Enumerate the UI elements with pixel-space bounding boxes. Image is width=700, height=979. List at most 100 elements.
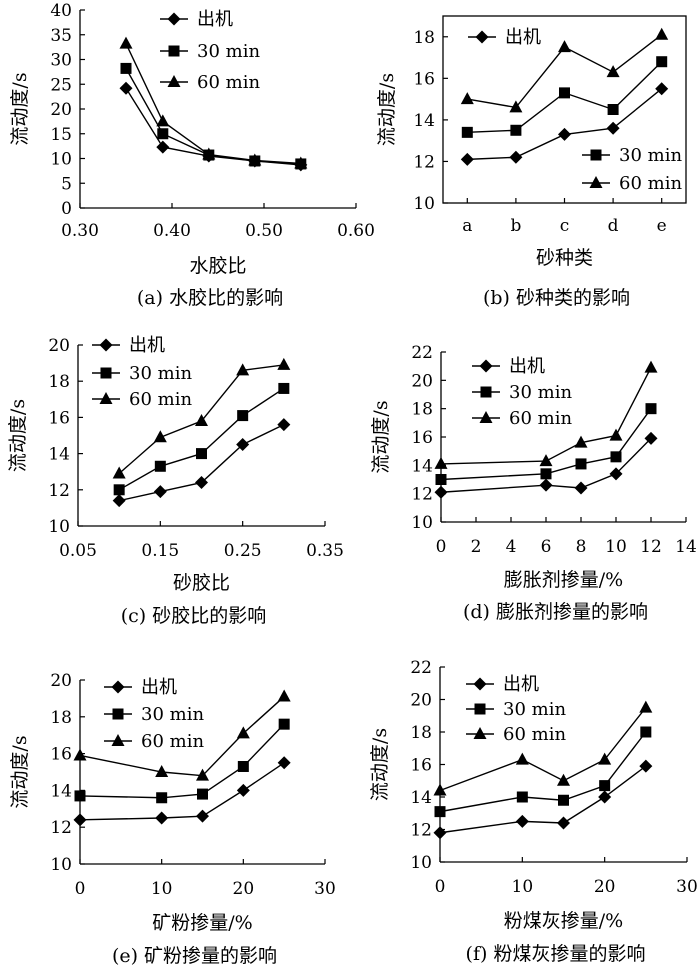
x-tick-label: 30 bbox=[314, 879, 336, 899]
data-point bbox=[558, 794, 569, 806]
y-tick-label: 22 bbox=[410, 658, 432, 678]
x-tick-label: 10 bbox=[151, 879, 173, 899]
series-line bbox=[79, 762, 285, 821]
legend-entry: 60 min bbox=[466, 724, 566, 745]
data-point bbox=[202, 147, 216, 160]
y-tick-label: 0 bbox=[61, 199, 72, 219]
data-point bbox=[598, 790, 612, 804]
legend-marker bbox=[99, 338, 113, 352]
x-tick-label: 8 bbox=[576, 537, 587, 557]
data-point bbox=[598, 752, 612, 765]
legend-marker bbox=[111, 680, 125, 694]
legend-marker bbox=[100, 367, 112, 379]
x-tick-label: b bbox=[510, 216, 521, 236]
legend-entry: 60 min bbox=[92, 389, 192, 410]
data-point bbox=[112, 494, 126, 508]
x-tick-label: 20 bbox=[233, 879, 255, 899]
data-point bbox=[236, 363, 250, 376]
x-tick-label: 0 bbox=[435, 877, 446, 897]
legend-entry: 30 min bbox=[582, 145, 682, 166]
data-point bbox=[156, 140, 170, 154]
panel-b: 10 12 14 16 18 a b c d e 流动度/s 砂种类 (b) 砂种类的影响 出机 30 mi… bbox=[376, 15, 687, 309]
data-point bbox=[609, 467, 623, 481]
y-tick-label: 12 bbox=[48, 481, 70, 501]
y-tick-label: 14 bbox=[413, 111, 435, 131]
legend-entry: 60 min bbox=[582, 173, 682, 194]
y-tick-label: 20 bbox=[50, 671, 72, 691]
legend-entry: 30 min bbox=[472, 382, 572, 403]
y-axis-title: 流动度/s bbox=[370, 400, 392, 473]
y-tick-label: 20 bbox=[50, 100, 72, 120]
x-axis-title: 膨胀剂掺量/% bbox=[504, 569, 623, 591]
data-point bbox=[574, 435, 588, 448]
legend-entry: 60 min bbox=[104, 731, 204, 752]
legend-label: 出机 bbox=[505, 27, 541, 48]
legend-label: 出机 bbox=[509, 356, 545, 377]
x-tick-label: 0 bbox=[75, 879, 86, 899]
data-point bbox=[119, 81, 133, 95]
legend-label: 60 min bbox=[197, 72, 260, 93]
x-tick-label: 0.15 bbox=[141, 541, 179, 561]
panel-caption: (d) 膨胀剂掺量的影响 bbox=[463, 601, 648, 623]
data-point bbox=[248, 153, 262, 166]
series-0 bbox=[433, 759, 653, 840]
y-tick-label: 25 bbox=[50, 75, 72, 95]
data-point bbox=[156, 792, 168, 804]
y-tick-label: 18 bbox=[413, 28, 435, 48]
legend-marker bbox=[168, 45, 180, 57]
y-tick-label: 35 bbox=[50, 26, 72, 46]
y-tick-label: 16 bbox=[411, 428, 433, 448]
x-tick-label: 10 bbox=[605, 537, 627, 557]
data-point bbox=[196, 768, 209, 781]
x-tick-label: 30 bbox=[676, 877, 698, 897]
legend-label: 60 min bbox=[503, 724, 566, 745]
legend-marker bbox=[475, 30, 489, 44]
series-1 bbox=[113, 382, 290, 496]
series-2 bbox=[73, 689, 291, 781]
data-point bbox=[655, 82, 669, 96]
y-tick-label: 18 bbox=[48, 372, 70, 392]
x-tick-label: 0 bbox=[436, 537, 447, 557]
legend-marker bbox=[111, 734, 125, 746]
panel-caption: (c) 砂胶比的影响 bbox=[121, 605, 267, 627]
data-point bbox=[644, 431, 658, 445]
legend-label: 30 min bbox=[141, 704, 204, 725]
data-point bbox=[609, 428, 623, 441]
data-point bbox=[644, 360, 658, 373]
data-point bbox=[460, 92, 474, 105]
legend-label: 出机 bbox=[503, 674, 539, 695]
series-1 bbox=[461, 56, 668, 138]
y-tick-label: 20 bbox=[48, 336, 70, 356]
series-1 bbox=[435, 403, 657, 485]
y-axis-title: 流动度/s bbox=[369, 728, 391, 801]
series-1 bbox=[434, 726, 652, 818]
panel-d: 10 12 14 16 18 20 22 0 2 4 6 8 10 12 14 流动度/s 膨胀剂掺量/% (d)… bbox=[370, 343, 697, 623]
data-point bbox=[575, 458, 587, 470]
legend-label: 60 min bbox=[129, 389, 192, 410]
legend-entry: 60 min bbox=[160, 72, 260, 93]
series-0 bbox=[112, 418, 291, 508]
data-point bbox=[195, 414, 208, 427]
legend-marker bbox=[474, 703, 486, 715]
y-tick-label: 12 bbox=[411, 485, 433, 505]
data-point bbox=[73, 813, 87, 827]
x-axis-title: 粉煤灰掺量/% bbox=[504, 910, 623, 932]
data-point bbox=[236, 438, 250, 452]
data-point bbox=[607, 104, 619, 115]
data-point bbox=[294, 156, 308, 169]
data-point bbox=[515, 814, 529, 828]
y-tick-label: 15 bbox=[50, 125, 72, 145]
x-axis-title: 水胶比 bbox=[189, 255, 246, 277]
x-tick-label: a bbox=[462, 216, 472, 236]
panel-a: 0 5 10 15 20 25 30 35 40 0.30 0.40 0.50 0.60 流动度/s 水胶比… bbox=[9, 1, 375, 309]
y-tick-label: 10 bbox=[413, 194, 435, 214]
y-tick-label: 20 bbox=[411, 371, 433, 391]
legend-marker bbox=[590, 149, 602, 161]
data-point bbox=[153, 430, 167, 443]
data-point bbox=[119, 36, 133, 49]
data-point bbox=[157, 128, 169, 140]
legend-marker bbox=[99, 392, 113, 404]
y-tick-label: 18 bbox=[411, 400, 433, 420]
x-axis-title: 砂种类 bbox=[536, 247, 593, 269]
